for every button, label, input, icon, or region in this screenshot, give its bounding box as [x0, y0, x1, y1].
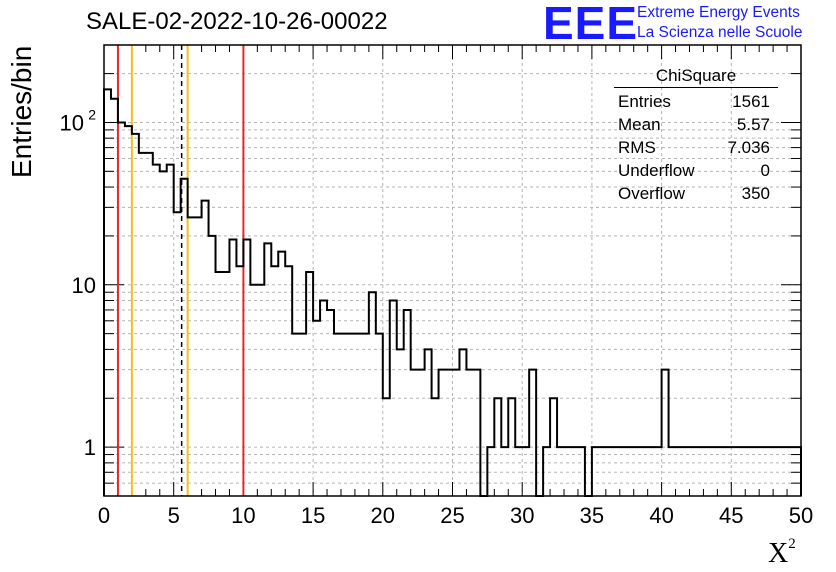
eee-logo: EEE [543, 0, 639, 49]
stats-value: 350 [741, 184, 770, 203]
stats-label: Entries [618, 92, 671, 111]
x-tick-label: 50 [789, 503, 813, 528]
x-axis-label-sup: 2 [788, 536, 796, 552]
stats-value: 7.036 [727, 138, 770, 157]
y-tick-label-sup: 2 [88, 106, 96, 122]
x-tick-label: 0 [98, 503, 110, 528]
y-tick-label: 10 [72, 273, 96, 298]
x-tick-label: 15 [301, 503, 325, 528]
histogram-series [103, 88, 802, 497]
x-tick-label: 20 [371, 503, 395, 528]
stats-value: 1561 [732, 92, 770, 111]
stats-row: Mean 5.57 [614, 113, 778, 136]
x-tick-label: 5 [168, 503, 180, 528]
stats-label: Overflow [618, 184, 686, 203]
y-tick-label: 10 [60, 110, 84, 135]
logo-line-2: La Scienza nelle Scuole [637, 24, 803, 41]
x-axis-label: X2 [768, 536, 796, 570]
y-axis-label: Entries/bin [6, 45, 37, 178]
plot-frame [103, 44, 802, 497]
x-tick-label: 45 [719, 503, 743, 528]
stats-row: Entries 1561 [614, 90, 778, 113]
x-tick-label: 40 [649, 503, 673, 528]
stats-label: Mean [618, 115, 661, 134]
stats-row: RMS 7.036 [614, 136, 778, 159]
stats-label: Underflow [618, 161, 695, 180]
stats-row: Underflow 0 [614, 159, 778, 182]
stats-value: 0 [760, 161, 770, 180]
chart-title: SALE-02-2022-10-26-00022 [86, 8, 388, 35]
logo-line-1: Extreme Energy Events [637, 4, 800, 21]
x-tick-label: 10 [231, 503, 255, 528]
y-tick-label: 1 [84, 435, 96, 460]
stats-label: RMS [618, 138, 656, 157]
stats-value: 5.57 [736, 115, 770, 134]
x-tick-label: 35 [580, 503, 604, 528]
stats-title: ChiSquare [614, 66, 778, 88]
x-axis-label-text: X [768, 538, 789, 569]
x-tick-label: 25 [440, 503, 464, 528]
stats-row: Overflow 350 [614, 182, 778, 205]
stats-box: ChiSquare Entries 1561 Mean 5.57 RMS 7.036 … [614, 66, 778, 205]
x-tick-label: 30 [510, 503, 534, 528]
